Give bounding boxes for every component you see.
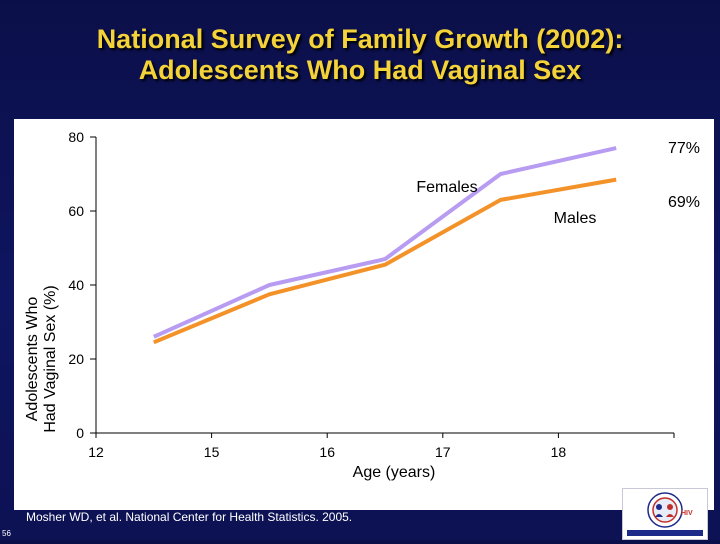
title-line-1: National Survey of Family Growth (2002): — [96, 24, 624, 54]
y-tick-label: 80 — [68, 129, 84, 145]
series-line-males — [153, 177, 617, 345]
x-tick-label: 15 — [204, 444, 220, 460]
x-tick-label: 18 — [551, 444, 567, 460]
y-tick-label: 40 — [68, 277, 84, 293]
chart-panel: 0 20 40 60 80 12 15 16 17 18 Adolescents Who Had… — [14, 119, 714, 510]
slide-number: 56 — [2, 529, 11, 538]
series-lines — [152, 146, 617, 345]
series-line-females — [152, 146, 617, 339]
series-label-males: Males — [554, 210, 597, 227]
slide-title: National Survey of Family Growth (2002):… — [0, 24, 720, 86]
y-tick-label: 20 — [68, 351, 84, 367]
x-tick-label: 12 — [88, 444, 104, 460]
x-axis-ticks: 12 15 16 17 18 — [88, 433, 675, 460]
y-axis-label-line-2: Had Vaginal Sex (%) — [42, 285, 59, 432]
svg-text:HIV: HIV — [681, 510, 693, 517]
series-label-females: Females — [416, 179, 477, 196]
y-tick-label: 0 — [76, 425, 84, 441]
x-tick-label: 16 — [319, 444, 335, 460]
y-axis-ticks: 0 20 40 60 80 — [68, 129, 96, 441]
title-line-2: Adolescents Who Had Vaginal Sex — [138, 55, 582, 85]
females-end-annotation: 77% — [668, 140, 700, 157]
organization-logo: HIV — [622, 488, 708, 540]
logo-graphic: HIV — [627, 492, 703, 536]
x-tick-label: 17 — [435, 444, 451, 460]
males-end-annotation: 69% — [668, 194, 700, 211]
chart-axes — [95, 137, 674, 434]
y-tick-label: 60 — [68, 203, 84, 219]
citation: Mosher WD, et al. National Center for He… — [26, 510, 353, 524]
x-axis-label: Age (years) — [353, 464, 436, 481]
line-chart: 0 20 40 60 80 12 15 16 17 18 Adolescents Who Had… — [24, 129, 700, 481]
y-axis-label-line-1: Adolescents Who — [24, 297, 41, 422]
